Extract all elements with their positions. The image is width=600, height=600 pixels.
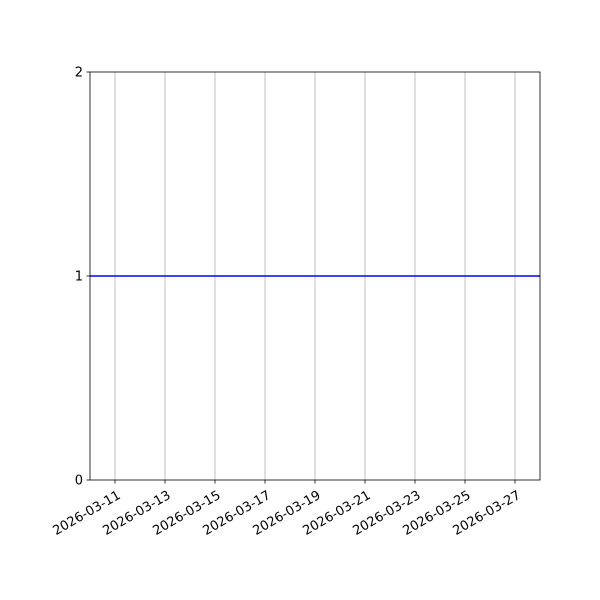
y-tick-label: 0	[75, 474, 83, 489]
y-tick-label: 1	[75, 270, 83, 285]
y-tick-label: 2	[75, 66, 83, 81]
